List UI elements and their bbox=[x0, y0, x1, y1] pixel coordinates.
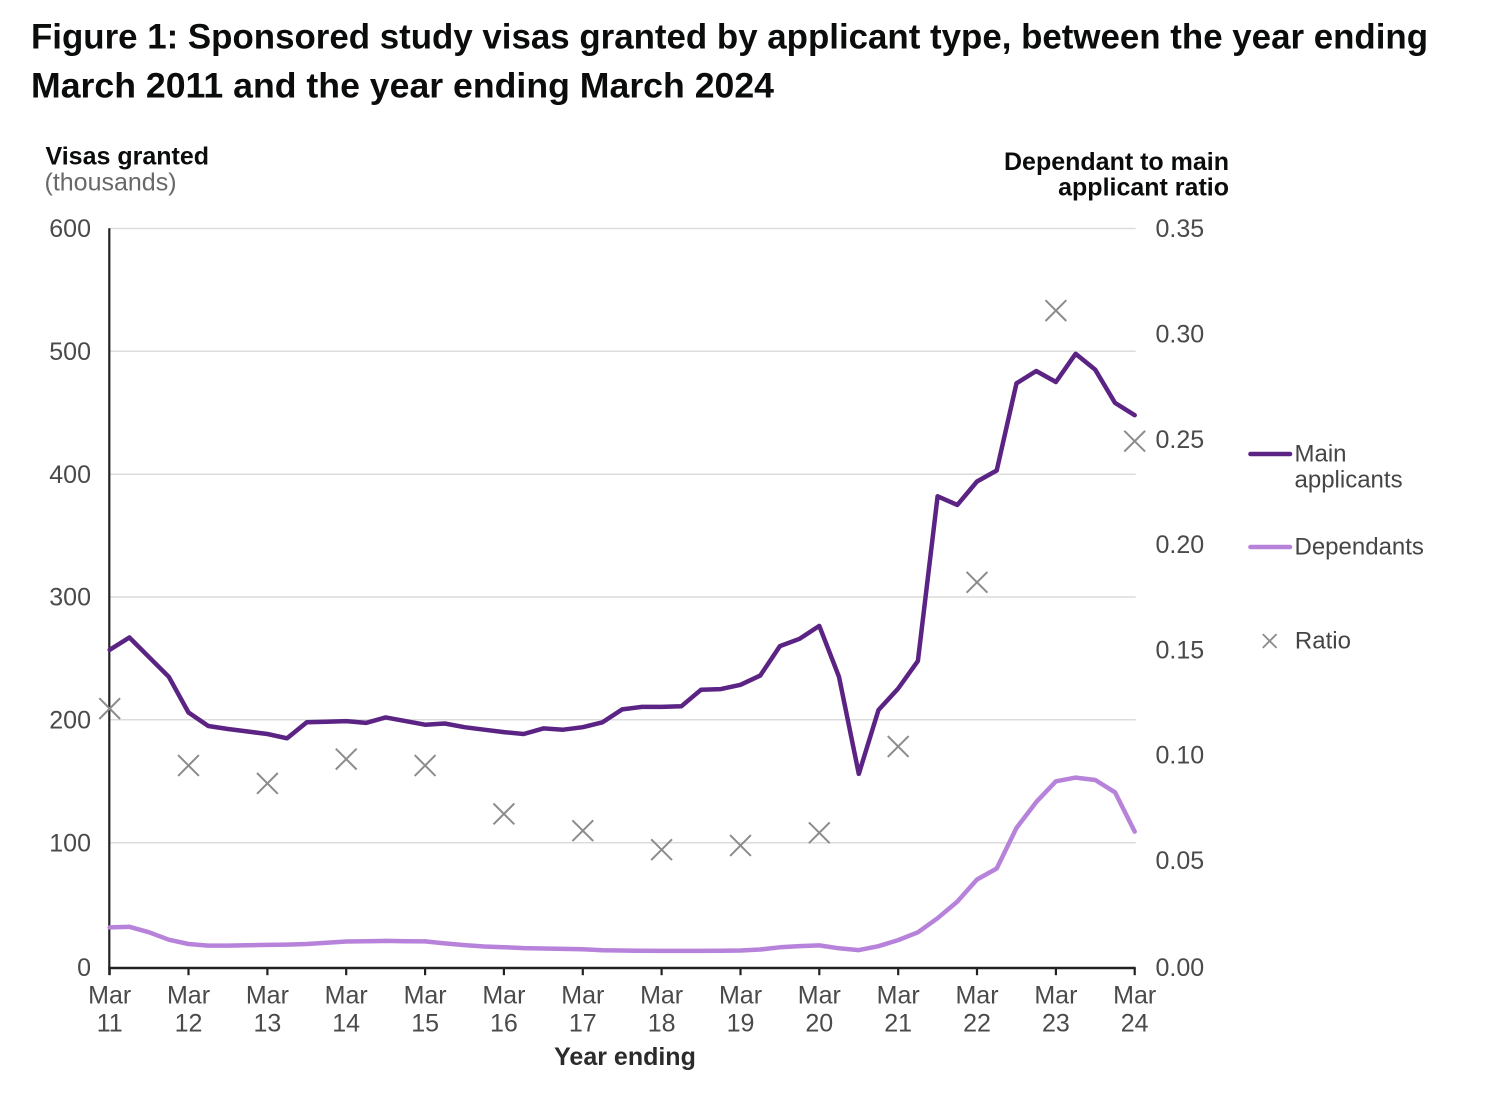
svg-text:23: 23 bbox=[1042, 1010, 1070, 1038]
svg-text:0.25: 0.25 bbox=[1156, 426, 1205, 454]
svg-text:0.20: 0.20 bbox=[1156, 531, 1205, 559]
svg-text:0.35: 0.35 bbox=[1156, 215, 1205, 243]
svg-text:200: 200 bbox=[49, 707, 91, 735]
svg-text:Mar: Mar bbox=[246, 982, 289, 1010]
svg-text:0.30: 0.30 bbox=[1156, 321, 1205, 349]
svg-text:13: 13 bbox=[253, 1010, 281, 1038]
svg-text:(thousands): (thousands) bbox=[45, 168, 177, 196]
svg-text:Mar: Mar bbox=[798, 982, 841, 1010]
svg-text:Dependants: Dependants bbox=[1295, 534, 1424, 561]
svg-text:Mar: Mar bbox=[404, 982, 447, 1010]
svg-text:Mar: Mar bbox=[561, 982, 604, 1010]
svg-text:18: 18 bbox=[648, 1010, 676, 1038]
svg-text:19: 19 bbox=[727, 1010, 755, 1038]
svg-text:March 2011 and the year ending: March 2011 and the year ending March 202… bbox=[31, 67, 775, 106]
svg-text:Mar: Mar bbox=[1113, 982, 1156, 1010]
svg-text:Mar: Mar bbox=[1034, 982, 1077, 1010]
svg-text:Year ending: Year ending bbox=[554, 1043, 696, 1071]
svg-text:Main: Main bbox=[1295, 441, 1347, 468]
svg-text:Mar: Mar bbox=[877, 982, 920, 1010]
svg-text:Mar: Mar bbox=[325, 982, 368, 1010]
svg-text:15: 15 bbox=[411, 1010, 439, 1038]
svg-text:0.15: 0.15 bbox=[1156, 636, 1205, 664]
svg-text:22: 22 bbox=[963, 1010, 991, 1038]
svg-text:Mar: Mar bbox=[955, 982, 998, 1010]
svg-text:Mar: Mar bbox=[167, 982, 210, 1010]
svg-text:24: 24 bbox=[1121, 1010, 1149, 1038]
svg-text:Mar: Mar bbox=[640, 982, 683, 1010]
svg-text:20: 20 bbox=[805, 1010, 833, 1038]
svg-text:11: 11 bbox=[97, 1010, 123, 1038]
svg-text:0.05: 0.05 bbox=[1156, 847, 1205, 875]
svg-text:17: 17 bbox=[569, 1010, 597, 1038]
svg-text:Visas granted: Visas granted bbox=[46, 143, 210, 171]
svg-text:16: 16 bbox=[490, 1010, 518, 1038]
svg-text:300: 300 bbox=[49, 584, 91, 612]
svg-text:12: 12 bbox=[175, 1010, 203, 1038]
svg-text:applicant ratio: applicant ratio bbox=[1058, 174, 1229, 202]
svg-text:Ratio: Ratio bbox=[1295, 628, 1351, 655]
svg-text:100: 100 bbox=[49, 829, 91, 857]
svg-text:applicants: applicants bbox=[1295, 467, 1403, 494]
svg-text:600: 600 bbox=[49, 215, 91, 243]
svg-text:21: 21 bbox=[884, 1010, 912, 1038]
svg-text:0.10: 0.10 bbox=[1156, 742, 1205, 770]
svg-text:14: 14 bbox=[332, 1010, 360, 1038]
svg-text:0: 0 bbox=[77, 954, 91, 982]
svg-text:Mar: Mar bbox=[482, 982, 525, 1010]
svg-text:Dependant to main: Dependant to main bbox=[1004, 148, 1229, 176]
svg-text:Mar: Mar bbox=[88, 982, 131, 1010]
svg-text:0.00: 0.00 bbox=[1156, 954, 1205, 982]
svg-text:Mar: Mar bbox=[719, 982, 762, 1010]
svg-text:Figure 1: Sponsored study visa: Figure 1: Sponsored study visas granted … bbox=[31, 18, 1428, 57]
svg-text:500: 500 bbox=[49, 338, 91, 366]
svg-text:400: 400 bbox=[49, 461, 91, 489]
